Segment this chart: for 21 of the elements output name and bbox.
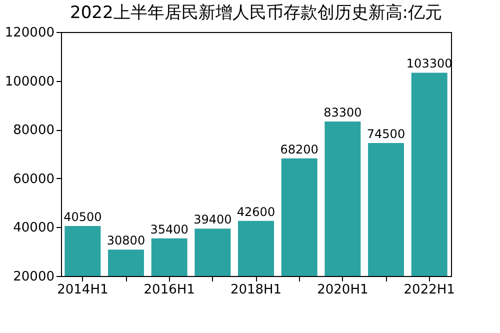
chart-title: 2022上半年居民新增人民币存款创历史新高:亿元 [70,3,442,23]
data-label: 39400 [194,212,232,227]
y-tick-label: 120000 [4,26,54,40]
data-label: 30800 [106,234,146,248]
y-tick-label: 60000 [13,172,54,187]
data-label: 103300 [406,56,452,71]
y-tick-label: 80000 [13,123,54,138]
x-tick-label: 2022H1 [404,282,455,298]
data-label: 74500 [366,127,406,142]
data-label: 68200 [280,142,318,156]
data-label: 40500 [64,210,102,224]
y-tick-label: 20000 [13,270,54,284]
data-label: 42600 [236,204,276,219]
data-label: 83300 [324,106,362,120]
x-tick-label: 2016H1 [144,282,195,298]
data-label: 35400 [150,222,188,236]
x-tick-label: 2020H1 [317,282,368,298]
y-tick-label: 100000 [4,74,54,90]
y-tick-label: 40000 [13,220,54,236]
x-tick-label: 2018H1 [230,282,282,298]
x-tick-label: 2014H1 [57,282,108,298]
